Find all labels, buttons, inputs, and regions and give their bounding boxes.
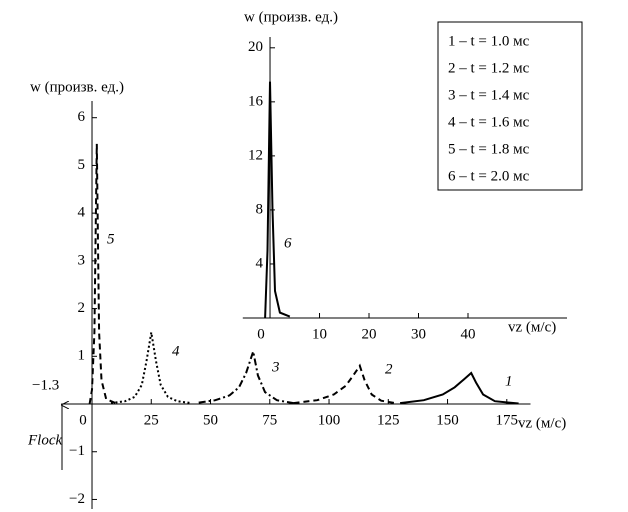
x-tick-label: 40 bbox=[461, 326, 476, 342]
annotation: Flock bbox=[27, 432, 62, 448]
y-tick-label: 4 bbox=[78, 205, 86, 221]
y-tick-label: 20 bbox=[248, 39, 263, 55]
curve-label: 3 bbox=[271, 359, 280, 375]
legend-entry: 1 – t = 1.0 мс bbox=[448, 33, 530, 49]
curve-label: 5 bbox=[107, 231, 115, 247]
annotation: −1.3 bbox=[32, 377, 59, 393]
x-tick-label: 50 bbox=[203, 412, 218, 428]
y-tick-label: 1 bbox=[78, 348, 86, 364]
curve-label: 1 bbox=[505, 373, 513, 389]
y-tick-label: 16 bbox=[248, 93, 264, 109]
y-tick-label: 8 bbox=[256, 201, 264, 217]
legend-entry: 4 – t = 1.6 мс bbox=[448, 114, 530, 130]
series-line bbox=[264, 81, 291, 319]
x-tick-label: 125 bbox=[377, 412, 400, 428]
x-tick-label: 75 bbox=[262, 412, 277, 428]
legend-entry: 5 – t = 1.8 мс bbox=[448, 141, 530, 157]
series-line bbox=[293, 363, 396, 405]
y-axis-label: w (произв. ед.) bbox=[30, 79, 124, 95]
y-tick-label: 6 bbox=[78, 109, 86, 125]
x-axis-label: vz (м/с) bbox=[518, 415, 566, 431]
legend-entry: 2 – t = 1.2 мс bbox=[448, 60, 530, 76]
curve-label: 4 bbox=[172, 343, 180, 359]
series-line bbox=[88, 143, 117, 405]
series-line bbox=[198, 347, 294, 405]
x-tick-label: 20 bbox=[362, 326, 377, 342]
y-tick-label: 5 bbox=[78, 157, 86, 173]
x-tick-label: 0 bbox=[257, 326, 265, 342]
x-tick-label: 100 bbox=[318, 412, 341, 428]
inset-x-axis-label: vz (м/с) bbox=[508, 319, 556, 335]
y-tick-label: 3 bbox=[78, 252, 86, 268]
y-tick-label: 12 bbox=[248, 147, 263, 163]
legend-entry: 3 – t = 1.4 мс bbox=[448, 87, 530, 103]
y-tick-label: −2 bbox=[69, 491, 85, 507]
legend bbox=[437, 21, 583, 191]
curve-label: 2 bbox=[385, 361, 393, 377]
x-tick-label: 25 bbox=[144, 412, 159, 428]
x-tick-label: 175 bbox=[496, 412, 519, 428]
x-tick-label: 30 bbox=[411, 326, 426, 342]
x-tick-label: 10 bbox=[312, 326, 327, 342]
y-tick-label: 4 bbox=[256, 255, 264, 271]
y-tick-label: −1 bbox=[69, 443, 85, 459]
legend-entry: 6 – t = 2.0 мс bbox=[448, 168, 530, 184]
x-tick-label: 0 bbox=[79, 412, 87, 428]
x-tick-label: 150 bbox=[436, 412, 459, 428]
curve-label: 6 bbox=[284, 235, 292, 251]
series-line bbox=[399, 371, 519, 405]
y-tick-label: 2 bbox=[78, 300, 86, 316]
series-line bbox=[110, 332, 192, 405]
inset-y-axis-label: w (произв. ед.) bbox=[244, 9, 338, 25]
